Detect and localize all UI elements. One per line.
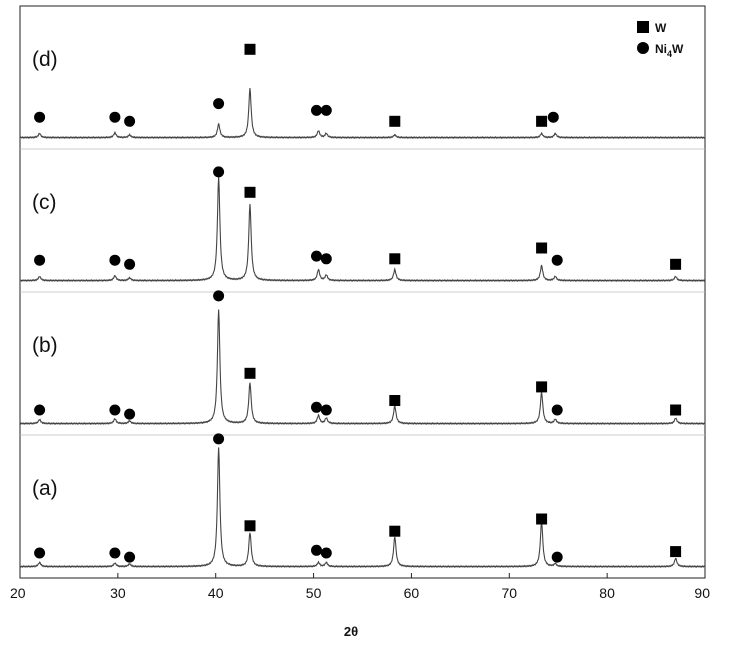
x-tick-label-60: 60 (404, 585, 420, 601)
marker-ni4w-circle-a-1 (109, 547, 121, 559)
marker-w-square-c-4 (244, 186, 256, 198)
marker-ni4w-circle-b-6 (320, 404, 332, 416)
marker-w-square-a-10 (670, 546, 682, 558)
legend-label-ni4w-sub: 4 (667, 49, 672, 59)
marker-w-square-d-7 (389, 115, 401, 127)
plot-area: (d) (c) (b) (a) 20 30 40 50 60 70 80 90 (10, 5, 710, 601)
marker-ni4w-circle-d-3 (213, 98, 225, 110)
marker-ni4w-circle-c-2 (124, 258, 136, 270)
diffraction-traces (19, 88, 706, 569)
panel-separators (20, 148, 705, 436)
marker-w-square-b-7 (389, 395, 401, 406)
marker-ni4w-circle-c-9 (551, 254, 563, 266)
marker-ni4w-circle-a-0 (34, 547, 46, 559)
marker-w-square-a-7 (389, 525, 401, 537)
marker-ni4w-circle-c-6 (320, 253, 332, 265)
marker-w-square-c-7 (389, 253, 401, 265)
x-tick-label-40: 40 (208, 585, 224, 601)
panel-label-a: (a) (32, 477, 58, 500)
marker-w-square-b-8 (536, 381, 548, 393)
legend-label-w: W (655, 21, 667, 35)
x-tick-label-80: 80 (599, 585, 615, 601)
x-axis-title: 2θ (344, 624, 358, 639)
marker-ni4w-circle-c-3 (213, 166, 225, 178)
legend-label-ni4w-tail: W (672, 42, 684, 56)
x-tick-label-90: 90 (694, 585, 710, 601)
trace-b (19, 309, 706, 426)
marker-w-square-a-4 (244, 520, 256, 532)
marker-ni4w-circle-b-5 (311, 401, 322, 413)
peak-markers (34, 43, 682, 563)
trace-d (19, 88, 706, 140)
marker-ni4w-circle-d-6 (320, 104, 332, 116)
marker-ni4w-circle-b-3 (213, 290, 225, 302)
marker-ni4w-circle-b-0 (34, 404, 46, 416)
marker-ni4w-circle-d-0 (34, 111, 46, 123)
x-tick-label-30: 30 (110, 585, 126, 601)
marker-ni4w-circle-a-2 (124, 551, 136, 563)
x-axis-ticks: 20 30 40 50 60 70 80 90 (10, 573, 710, 601)
marker-ni4w-circle-a-5 (311, 544, 322, 556)
panel-label-d: (d) (32, 48, 58, 71)
marker-ni4w-circle-c-0 (34, 254, 46, 266)
marker-ni4w-circle-a-3 (213, 433, 225, 445)
x-tick-label-70: 70 (502, 585, 518, 601)
marker-w-square-c-10 (670, 258, 682, 270)
marker-w-square-d-8 (536, 115, 548, 127)
marker-ni4w-circle-b-2 (124, 408, 136, 420)
x-tick-label-20: 20 (10, 585, 26, 601)
marker-w-square-d-4 (244, 43, 256, 55)
marker-ni4w-circle-a-6 (320, 547, 332, 559)
marker-w-square-b-4 (244, 367, 256, 379)
marker-ni4w-circle-d-2 (124, 115, 136, 127)
marker-w-square-a-8 (536, 513, 548, 525)
marker-ni4w-circle-c-1 (109, 254, 121, 266)
panel-label-c: (c) (32, 191, 57, 214)
panel-labels: (d) (c) (b) (a) (32, 48, 58, 500)
legend-circle-icon (637, 42, 649, 54)
legend-square-icon (637, 21, 649, 33)
trace-c (19, 176, 706, 283)
marker-ni4w-circle-d-1 (109, 111, 121, 123)
marker-ni4w-circle-c-5 (311, 250, 322, 262)
marker-w-square-b-10 (670, 404, 682, 416)
marker-ni4w-circle-d-9 (547, 111, 559, 123)
trace-a (19, 447, 706, 569)
legend-label-ni4w: Ni4W (655, 42, 684, 59)
marker-ni4w-circle-b-1 (109, 404, 121, 416)
legend: W Ni4W (637, 21, 684, 59)
legend-label-ni4w-main: Ni (655, 42, 667, 56)
marker-ni4w-circle-a-9 (551, 551, 563, 563)
x-tick-label-50: 50 (306, 585, 322, 601)
marker-ni4w-circle-b-9 (551, 404, 563, 416)
marker-w-square-c-8 (536, 242, 548, 254)
marker-ni4w-circle-d-5 (311, 104, 322, 116)
panel-label-b: (b) (32, 334, 58, 357)
